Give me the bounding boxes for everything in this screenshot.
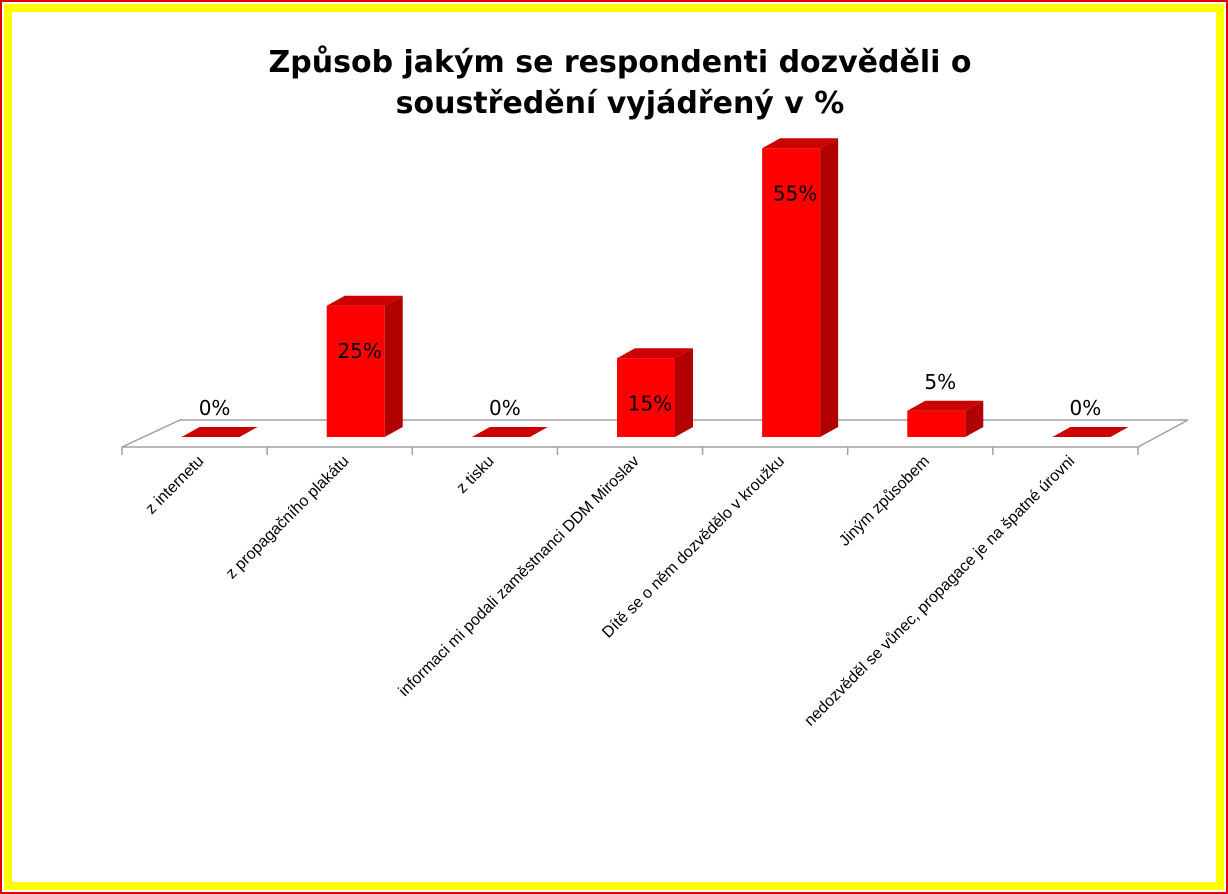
bar-front — [762, 148, 821, 437]
frame-inner — [4, 4, 1224, 890]
bar-side — [675, 348, 693, 437]
x-tick-label: Jiným způsobem — [836, 452, 934, 550]
bar-top — [326, 295, 403, 306]
bar-top — [907, 400, 984, 411]
bar — [326, 295, 403, 437]
bar-top — [617, 348, 693, 359]
x-tick-label: nedozvěděl se vůnec, propagace je na špa… — [801, 452, 1079, 730]
bar — [471, 427, 548, 437]
bar-front — [617, 358, 675, 437]
chart-title: Způsob jakým se respondenti dozvěděli o — [269, 44, 972, 80]
bar-side — [965, 400, 984, 437]
bar — [181, 427, 258, 437]
x-tick-label: z internetu — [143, 453, 208, 518]
bar — [617, 348, 693, 437]
data-label: 0% — [199, 396, 231, 420]
x-tick-label: informaci mi podali zaměstnanci DDM Miro… — [396, 453, 643, 700]
bar-front — [326, 305, 385, 437]
bar-front — [907, 410, 966, 437]
data-label: 5% — [924, 370, 956, 394]
data-label: 15% — [628, 391, 672, 415]
bar-side — [820, 138, 839, 437]
bar-top — [471, 427, 548, 437]
data-label: 0% — [489, 396, 521, 420]
bar-top — [762, 138, 839, 149]
data-label: 0% — [1070, 396, 1102, 420]
bar-side — [384, 295, 403, 437]
x-tick-label: Dítě se o něm dozvědělo v kroužku — [599, 453, 788, 642]
x-tick-label: z tisku — [454, 453, 498, 497]
bar-top — [1052, 427, 1129, 437]
bar — [907, 400, 984, 437]
bar-top — [181, 427, 258, 437]
x-tick-label: z propagačního plakátu — [223, 453, 353, 583]
chart-title: soustředění vyjádřený v % — [396, 86, 845, 121]
data-label: 25% — [337, 339, 381, 363]
bar — [1052, 427, 1129, 437]
data-label: 55% — [773, 181, 817, 205]
bar — [762, 138, 839, 437]
